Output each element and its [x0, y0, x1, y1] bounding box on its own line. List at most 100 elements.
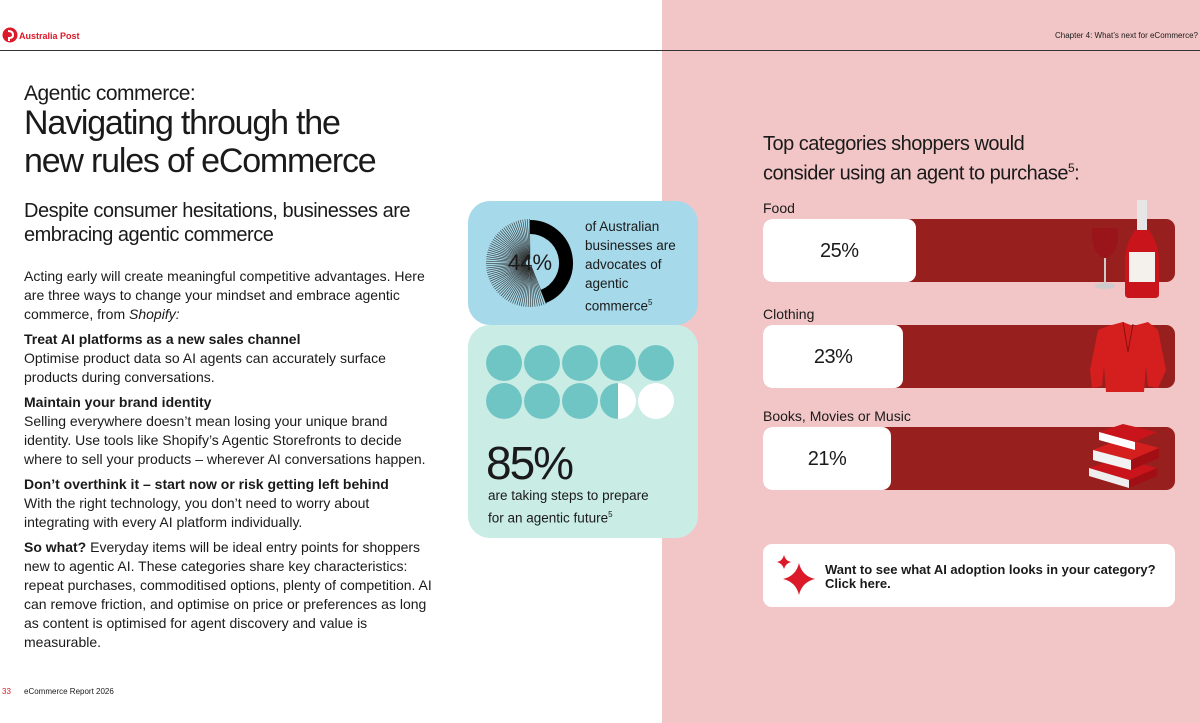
donut-hatch	[498, 232, 528, 261]
category-label: Food	[763, 200, 795, 216]
donut-hatch	[488, 264, 527, 280]
donut-hatch	[499, 265, 528, 295]
donut-hatch	[520, 219, 530, 260]
lead: Acting early will create meaningful comp…	[24, 267, 434, 324]
header-rule	[0, 50, 1200, 51]
dot	[524, 345, 560, 381]
stat-desc: of Australian businesses are advocates o…	[585, 219, 676, 314]
dot	[638, 345, 674, 381]
donut-hatch	[515, 221, 530, 260]
donut-arc	[529, 220, 573, 303]
page-number: 33	[2, 687, 11, 696]
donut-hatch	[530, 266, 540, 307]
subtitle: Despite consumer hesitations, businesses…	[24, 200, 411, 246]
donut-hatch	[526, 219, 531, 260]
donut-hatch	[491, 241, 527, 262]
panel-title: Top categories shoppers would consider u…	[763, 132, 1093, 186]
dot	[600, 345, 636, 381]
dot-partial	[600, 383, 618, 419]
donut-hatch	[493, 237, 527, 261]
donut-hatch	[487, 263, 527, 276]
donut-hatch	[513, 221, 529, 260]
donut-hatch	[517, 220, 530, 260]
brand: Australia Post	[19, 31, 80, 41]
donut-hatch	[490, 243, 527, 262]
sparkle-icon	[777, 555, 815, 595]
donut-hatch	[518, 266, 530, 306]
donut-hatch	[500, 265, 528, 297]
stat-text: are taking steps to prepare for an agent…	[488, 486, 668, 528]
donut-hatch	[487, 251, 527, 263]
jacket-image	[1090, 321, 1166, 392]
donut-hatch	[486, 254, 527, 263]
dot	[486, 345, 522, 381]
dot-empty	[638, 383, 674, 419]
dot	[562, 383, 598, 419]
category-label: Clothing	[763, 306, 815, 322]
footnote: 5	[648, 298, 653, 307]
bar-label: 21%	[807, 448, 847, 470]
title: Navigating through the new rules of eCom…	[24, 104, 377, 180]
books-image	[1089, 424, 1159, 488]
donut-hatch	[531, 266, 547, 305]
so-what-text: Everyday items will be ideal entry point…	[24, 539, 432, 650]
donut-hatch	[504, 266, 528, 300]
cta-text: Want to see what AI adoption looks in yo…	[825, 562, 1156, 577]
category-label: Books, Movies or Music	[763, 408, 911, 424]
donut-hatch	[529, 266, 534, 307]
donut-hatch	[508, 266, 529, 302]
point-text: Selling everywhere doesn’t mean losing y…	[24, 413, 426, 467]
point-heading: Maintain your brand identity	[24, 394, 212, 410]
panel-title-text: Top categories shoppers would consider u…	[763, 133, 1068, 185]
bar-label: 23%	[813, 346, 853, 368]
lead-text: Acting early will create meaningful comp…	[24, 268, 425, 322]
dot	[562, 345, 598, 381]
footnote: 5	[608, 510, 613, 519]
donut-hatch	[486, 263, 527, 269]
donut-hatch	[487, 249, 527, 263]
donut-hatch	[521, 266, 530, 307]
donut-hatch	[490, 264, 527, 284]
donut-hatch	[488, 247, 527, 262]
stat-value: 44%	[507, 250, 553, 275]
donut	[485, 218, 573, 308]
donut-hatch	[524, 219, 530, 260]
donut-hatch	[497, 265, 528, 294]
point-text: Optimise product data so AI agents can a…	[24, 350, 386, 385]
donut-hatch	[486, 260, 527, 264]
donut-hatch	[486, 256, 527, 263]
chapter: Chapter 4: What’s next for eCommerce?	[1054, 31, 1198, 40]
body: Acting early will create meaningful comp…	[24, 267, 434, 658]
stat-text: of Australian businesses are advocates o…	[585, 217, 685, 316]
cta-link[interactable]: Click here.	[825, 576, 891, 591]
donut-hatch	[486, 263, 527, 273]
bar: 21%	[763, 427, 892, 490]
donut-hatch	[527, 266, 531, 307]
donut-hatch	[489, 245, 527, 262]
dot-chart	[486, 345, 674, 419]
donut-hatch	[514, 266, 529, 305]
donut-hatch	[503, 227, 528, 260]
donut-hatch	[530, 266, 543, 306]
lead-source: Shopify:	[129, 306, 180, 322]
donut-hatch	[525, 266, 530, 307]
stat-value: 85%	[486, 437, 574, 489]
donut-hatch	[530, 266, 545, 305]
donut-hatch	[501, 228, 528, 261]
donut-hatch	[509, 223, 529, 260]
point-heading: Treat AI platforms as a new sales channe…	[24, 331, 301, 347]
donut-hatch	[502, 265, 528, 298]
donut-hatch	[491, 264, 527, 286]
donut-hatch	[522, 219, 530, 260]
point-text: With the right technology, you don’t nee…	[24, 495, 370, 530]
point: Maintain your brand identity Selling ever…	[24, 393, 434, 469]
donut-hatch	[507, 224, 529, 260]
point: Treat AI platforms as a new sales channe…	[24, 330, 434, 387]
cta: Want to see what AI adoption looks in yo…	[825, 563, 1156, 591]
donut-hatch	[510, 266, 529, 303]
donut-hatch	[512, 266, 529, 304]
donut-hatch	[530, 266, 536, 307]
donut-hatch	[494, 265, 527, 290]
bar: 23%	[763, 325, 904, 388]
